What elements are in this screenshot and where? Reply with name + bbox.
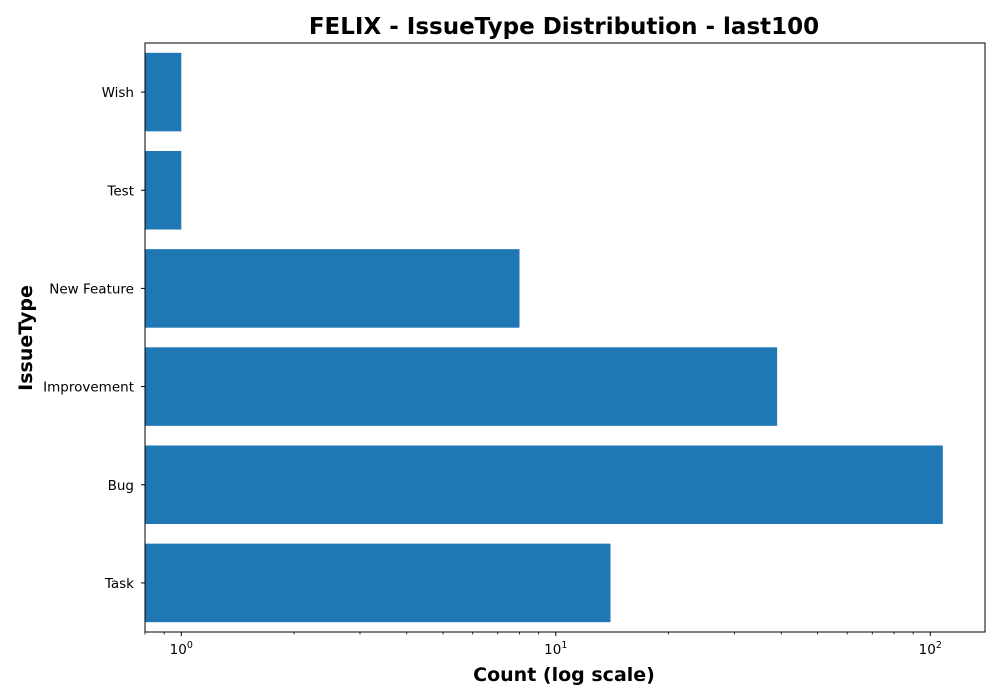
y-tick-label: Wish [102,85,134,101]
y-axis-label: IssueType [15,285,37,391]
y-tick-label: Improvement [43,380,134,396]
bar-bug [145,445,943,525]
y-tick-label: Task [104,576,134,592]
chart-title: FELIX - IssueType Distribution - last100 [309,14,819,40]
bar-new-feature [145,249,520,328]
plot-area: Task Bug Improvement New Feature Test Wish 100… [43,42,986,658]
bar-task [145,543,611,623]
y-tick-label: Bug [108,478,134,494]
x-tick-label: 102 [919,640,942,658]
bar-wish [145,52,182,132]
x-tick-label: 101 [544,640,567,658]
x-axis-label: Count (log scale) [473,664,655,686]
y-tick-label: Test [106,183,134,199]
bar-improvement [145,347,778,426]
x-tick-label: 100 [170,640,193,658]
plot-frame [144,42,986,633]
y-tick-label: New Feature [49,281,134,297]
bar-test [145,150,182,230]
